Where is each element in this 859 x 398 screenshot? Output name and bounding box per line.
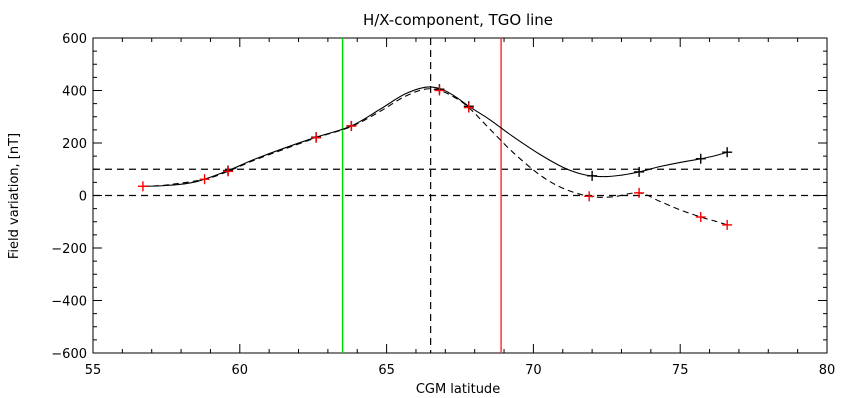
red-plus-marker [463, 102, 474, 113]
red-plus-marker [634, 187, 645, 198]
red-plus-marker [311, 132, 322, 143]
y-tick-label: 0 [79, 190, 87, 205]
black-plus-marker [695, 153, 706, 164]
chart-title: H/X-component, TGO line [363, 11, 553, 29]
red-plus-marker [722, 219, 733, 230]
red-plus-marker [346, 120, 357, 131]
x-tick-label: 80 [819, 363, 836, 378]
y-axis-label: Field variation, [nT] [7, 133, 22, 259]
black-plus-marker [587, 170, 598, 181]
y-tick-label: −600 [51, 347, 87, 362]
red-plus-marker [223, 166, 234, 177]
x-tick-label: 65 [378, 363, 395, 378]
x-tick-label: 70 [525, 363, 542, 378]
y-tick-label: 200 [62, 137, 87, 152]
y-tick-label: −400 [51, 295, 87, 310]
black-plus-marker [634, 166, 645, 177]
x-axis-label: CGM latitude [416, 382, 500, 397]
red-plus-marker [137, 181, 148, 192]
plot-area: 55 60 65 70 75 80 −600 −400 −200 0 200 400 600 [51, 32, 835, 378]
y-tick-label: 600 [62, 32, 87, 47]
x-tick-label: 55 [85, 363, 102, 378]
red-plus-marker [199, 174, 210, 185]
y-tick-label: 400 [62, 85, 87, 100]
y-tick-label: −200 [51, 242, 87, 257]
x-tick-label: 75 [672, 363, 689, 378]
dashed-series-line [142, 88, 728, 226]
black-plus-marker [722, 147, 733, 158]
red-plus-marker [434, 85, 445, 96]
x-tick-label: 60 [232, 363, 249, 378]
red-plus-marker [584, 191, 595, 202]
red-plus-marker [695, 212, 706, 223]
